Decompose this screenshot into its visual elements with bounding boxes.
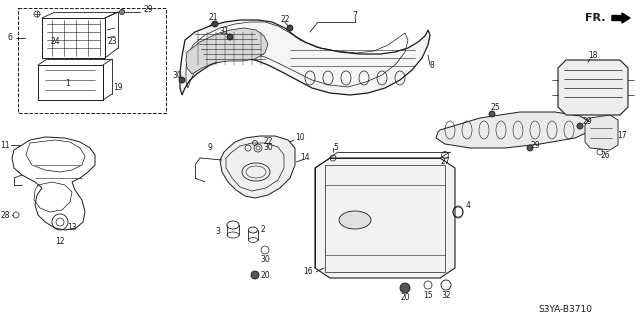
Circle shape	[287, 25, 293, 31]
Text: 23: 23	[107, 38, 117, 47]
Text: 16: 16	[303, 268, 313, 277]
Text: 18: 18	[588, 51, 598, 61]
Text: 8: 8	[429, 61, 435, 70]
Text: 22: 22	[263, 137, 273, 146]
Text: 31: 31	[219, 27, 229, 36]
Text: FR.: FR.	[585, 13, 605, 23]
Ellipse shape	[339, 211, 371, 229]
Text: 22: 22	[280, 16, 290, 25]
Polygon shape	[558, 60, 628, 115]
Text: 29: 29	[582, 117, 592, 127]
Text: 5: 5	[333, 144, 339, 152]
Text: 21: 21	[208, 13, 218, 23]
Text: 6: 6	[8, 33, 12, 42]
Text: 20: 20	[400, 293, 410, 302]
Circle shape	[251, 271, 259, 279]
Polygon shape	[220, 136, 295, 198]
Polygon shape	[315, 158, 455, 278]
Polygon shape	[186, 28, 268, 74]
Text: 20: 20	[260, 271, 270, 279]
Text: 2: 2	[260, 226, 266, 234]
Text: 29: 29	[530, 140, 540, 150]
Text: 30: 30	[172, 70, 182, 79]
Text: S3YA-B3710: S3YA-B3710	[538, 306, 592, 315]
Circle shape	[489, 111, 495, 117]
Text: 24: 24	[50, 38, 60, 47]
Circle shape	[527, 145, 533, 151]
Bar	[18, 8, 166, 113]
FancyArrow shape	[612, 13, 630, 23]
Circle shape	[577, 123, 583, 129]
Text: 15: 15	[423, 292, 433, 300]
Circle shape	[179, 77, 185, 83]
Text: 9: 9	[207, 144, 212, 152]
Text: 28: 28	[0, 211, 10, 219]
Text: 7: 7	[353, 11, 357, 19]
Text: 13: 13	[67, 224, 77, 233]
Circle shape	[400, 283, 410, 293]
Text: 1: 1	[66, 78, 70, 87]
Bar	[38, 65, 103, 100]
Text: 30: 30	[260, 256, 270, 264]
Circle shape	[120, 10, 125, 14]
Polygon shape	[436, 112, 590, 148]
Text: 32: 32	[441, 292, 451, 300]
Text: 27: 27	[440, 158, 450, 167]
Polygon shape	[585, 115, 618, 150]
Text: 19: 19	[113, 84, 123, 93]
Text: 10: 10	[295, 133, 305, 143]
Text: 11: 11	[0, 140, 10, 150]
Text: 4: 4	[465, 201, 470, 210]
Text: 12: 12	[55, 238, 65, 247]
Text: 14: 14	[300, 153, 310, 162]
Text: 3: 3	[216, 227, 220, 236]
Text: 25: 25	[490, 103, 500, 113]
Text: 26: 26	[600, 151, 610, 160]
Text: 29: 29	[143, 5, 153, 14]
Text: 17: 17	[617, 130, 627, 139]
Circle shape	[212, 21, 218, 27]
Polygon shape	[180, 20, 430, 95]
Circle shape	[227, 34, 233, 40]
Text: 30: 30	[263, 144, 273, 152]
